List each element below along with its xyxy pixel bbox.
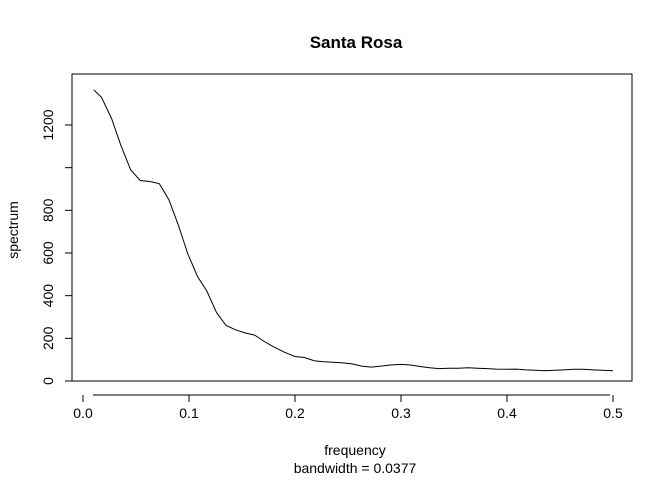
bandwidth-label: bandwidth = 0.0377 [294,460,417,476]
series-layer [93,89,614,372]
y-tick-label: 800 [40,198,56,222]
y-axis-label: spectrum [5,201,21,259]
x-tick-label: 0.3 [391,405,411,421]
x-tick-label: 0.5 [603,405,623,421]
y-tick-label: 200 [40,326,56,350]
y-tick-label: 0 [40,377,56,385]
x-tick-label: 0.0 [73,405,93,421]
x-axis: 0.0 0.1 0.2 0.3 0.4 0.5 [73,394,623,421]
y-tick-label: 400 [40,284,56,308]
y-tick-label: 600 [40,241,56,265]
y-tick-label: 1200 [40,109,56,140]
x-tick-label: 0.4 [497,405,517,421]
y-axis: 0 200 400 600 800 1200 [40,84,73,385]
plot-frame [71,73,633,382]
chart-title: Santa Rosa [310,33,403,52]
x-tick-label: 0.2 [285,405,305,421]
x-axis-label: frequency [324,442,385,458]
spectrum-line [93,89,614,372]
x-tick-label: 0.1 [179,405,199,421]
